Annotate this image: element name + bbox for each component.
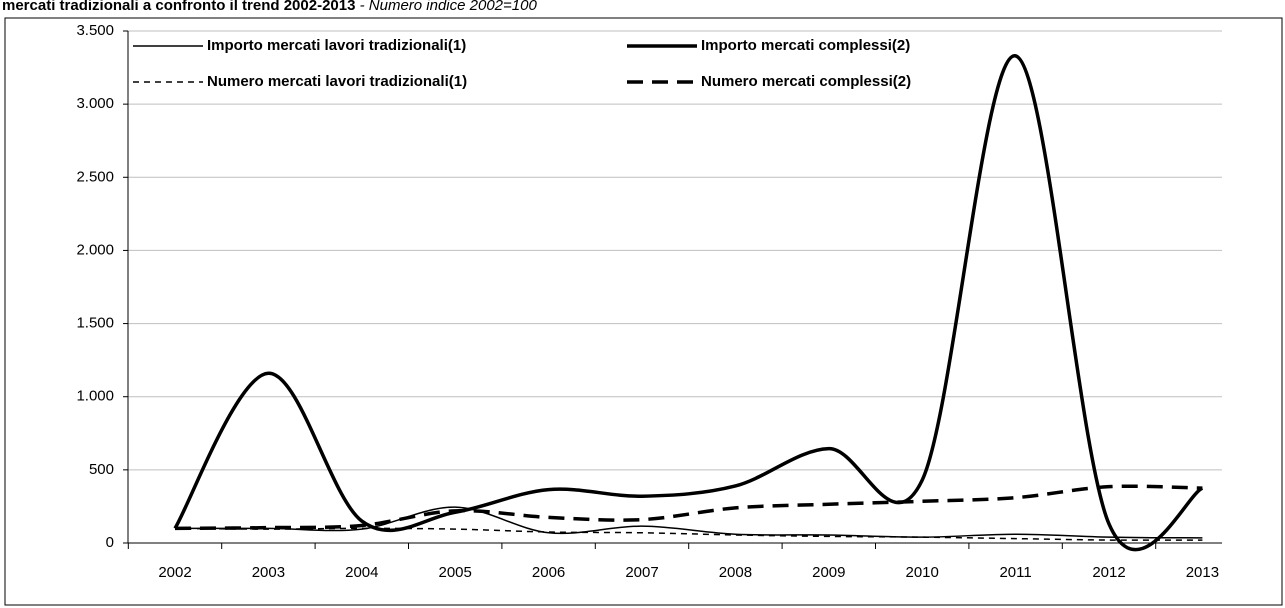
y-tick-label: 1.000 bbox=[76, 388, 114, 405]
x-tick-label: 2005 bbox=[439, 564, 472, 581]
x-tick-label: 2007 bbox=[625, 564, 658, 581]
series-line bbox=[174, 506, 1203, 539]
series-line bbox=[174, 527, 1203, 541]
x-tick-label: 2003 bbox=[252, 564, 285, 581]
series-line bbox=[173, 54, 1204, 552]
x-tick-label: 2008 bbox=[719, 564, 752, 581]
chart-subtitle: - Numero indice 2002=100 bbox=[355, 0, 537, 14]
legend-label: Numero mercati lavori tradizionali(1) bbox=[207, 73, 467, 90]
legend-label: Importo mercati lavori tradizionali(1) bbox=[207, 37, 466, 54]
x-tick-label: 2004 bbox=[345, 564, 378, 581]
x-tick-label: 2010 bbox=[906, 564, 939, 581]
legend-label: Importo mercati complessi(2) bbox=[701, 37, 910, 54]
chart-title: mercati tradizionali a confronto il tren… bbox=[2, 0, 355, 14]
x-tick-label: 2012 bbox=[1092, 564, 1125, 581]
y-tick-label: 2.000 bbox=[76, 241, 114, 258]
x-tick-label: 2002 bbox=[158, 564, 191, 581]
series-line bbox=[174, 484, 1203, 531]
chart-frame bbox=[4, 17, 1283, 606]
x-tick-label: 2013 bbox=[1186, 564, 1219, 581]
y-tick-label: 0 bbox=[106, 534, 114, 551]
y-tick-label: 3.000 bbox=[76, 95, 114, 112]
x-tick-label: 2011 bbox=[999, 564, 1031, 581]
y-tick-label: 3.500 bbox=[76, 22, 114, 39]
x-tick-label: 2006 bbox=[532, 564, 565, 581]
y-tick-label: 500 bbox=[89, 461, 114, 478]
x-tick-label: 2009 bbox=[812, 564, 845, 581]
y-tick-label: 2.500 bbox=[76, 168, 114, 185]
y-tick-label: 1.500 bbox=[76, 315, 114, 332]
chart-heading: mercati tradizionali a confronto il tren… bbox=[2, 0, 537, 14]
legend-label: Numero mercati complessi(2) bbox=[701, 73, 911, 90]
